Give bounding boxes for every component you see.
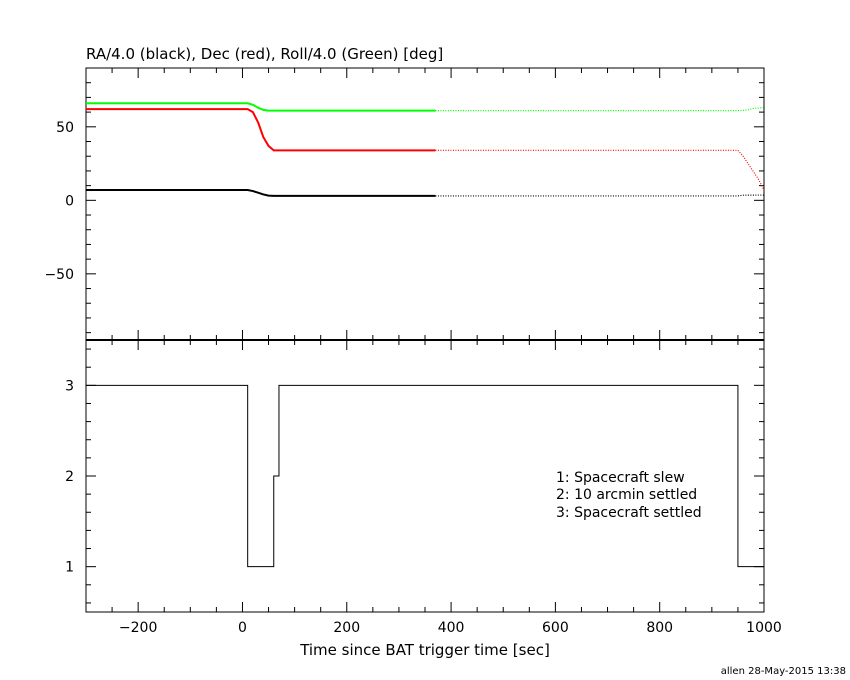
series-line-2-dotted [435, 149, 765, 191]
x-tick-label: 800 [646, 620, 673, 636]
series-line-3 [86, 102, 436, 112]
bottom-y-ticks: 1 2 3 [65, 348, 764, 604]
bottom-x-axis-label: Time since BAT trigger time [sec] [299, 641, 550, 659]
series-line-1 [86, 189, 436, 197]
x-tick-label: 400 [438, 620, 465, 636]
legend-entry-2: 2: 10 arcmin settled [556, 487, 697, 503]
legend-entry-1: 1: Spacecraft slew [556, 470, 685, 486]
legend: 1: Spacecraft slew 2: 10 arcmin settled … [556, 470, 702, 521]
x-tick-label: 200 [333, 620, 360, 636]
x-tick-label: −200 [119, 620, 157, 636]
y-tick-label: 0 [65, 193, 74, 209]
y-tick-label: 2 [65, 469, 74, 485]
top-series-group [86, 102, 765, 197]
y-tick-label: 1 [65, 560, 74, 576]
x-tick-label: 0 [238, 620, 247, 636]
top-x-ticks [85, 68, 765, 340]
top-y-ticks: −50 0 50 [44, 67, 764, 334]
footer-timestamp: allen 28-May-2015 13:38 [721, 666, 846, 677]
top-panel-title: RA/4.0 (black), Dec (red), Roll/4.0 (Gre… [86, 45, 443, 63]
x-tick-label: 1000 [746, 620, 782, 636]
y-tick-label: 3 [65, 378, 74, 394]
settle-state-step-line [86, 384, 764, 568]
bottom-series-group [86, 384, 764, 568]
y-tick-label: 50 [56, 120, 74, 136]
series-line-1-dotted [435, 194, 765, 197]
series-line-2 [86, 108, 436, 152]
y-tick-label: −50 [44, 267, 74, 283]
bottom-x-ticks: −200 0 200 400 600 800 1000 [85, 340, 782, 636]
x-tick-label: 600 [542, 620, 569, 636]
legend-entry-3: 3: Spacecraft settled [556, 505, 702, 521]
series-line-3-dotted [435, 107, 765, 112]
